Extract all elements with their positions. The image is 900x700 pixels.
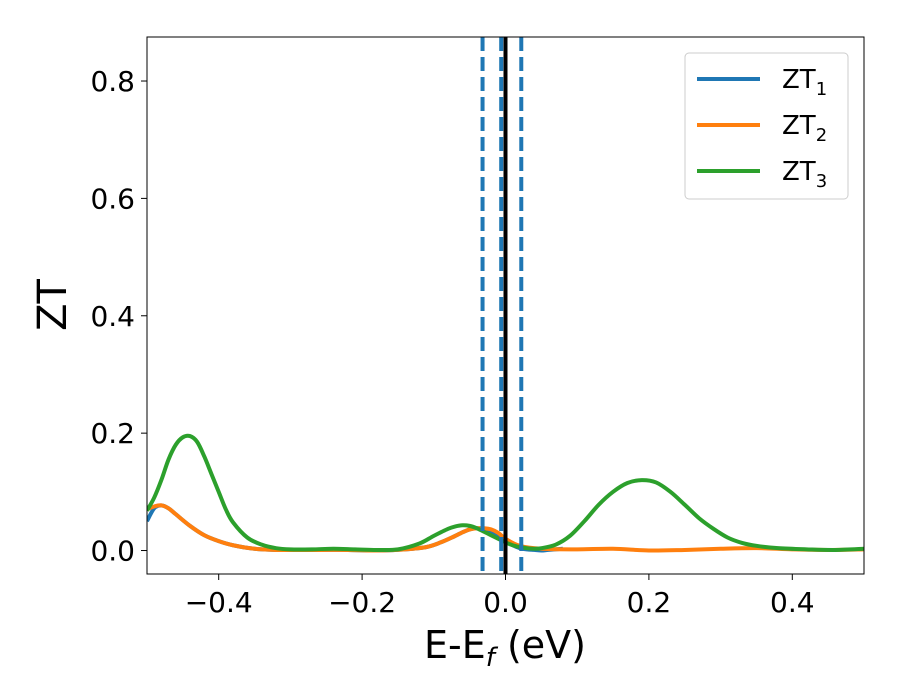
series-line-zt3 <box>147 433 864 553</box>
x-axis-ticks: −0.4 −0.2 0.0 0.2 0.4 <box>185 574 815 619</box>
x-tick-label: 0.0 <box>483 586 528 619</box>
y-axis-ticks: 0.0 0.2 0.4 0.6 0.8 <box>90 65 147 568</box>
x-axis-title: E-Ef (eV) <box>424 623 586 673</box>
y-tick-label: 0.6 <box>90 182 135 215</box>
x-tick-label: −0.2 <box>328 586 396 619</box>
series-line-zt2 <box>147 503 864 553</box>
y-tick-label: 0.2 <box>90 417 135 450</box>
legend: ZT1 ZT2 ZT3 <box>684 52 849 200</box>
y-tick-label: 0.0 <box>90 535 135 568</box>
legend-label-zt1: ZT1 <box>782 65 827 100</box>
x-tick-label: 0.4 <box>770 586 815 619</box>
reference-lines <box>480 37 524 574</box>
x-tick-label: 0.2 <box>627 586 672 619</box>
legend-label-zt3: ZT3 <box>782 157 827 192</box>
y-tick-label: 0.4 <box>90 300 135 333</box>
legend-label-zt2: ZT2 <box>782 111 827 146</box>
y-axis-title: ZT <box>30 279 76 331</box>
plot-series <box>147 433 864 553</box>
y-tick-label: 0.8 <box>90 65 135 98</box>
x-tick-label: −0.4 <box>185 586 253 619</box>
legend-box <box>684 52 849 200</box>
